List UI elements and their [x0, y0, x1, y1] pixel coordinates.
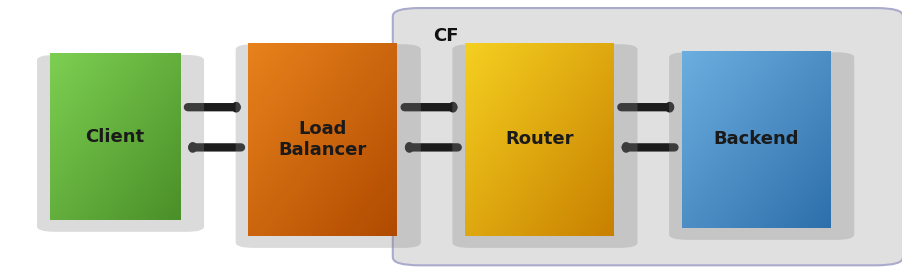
FancyBboxPatch shape: [452, 44, 637, 248]
FancyBboxPatch shape: [392, 8, 902, 265]
Text: Backend: Backend: [713, 130, 798, 148]
Text: CF: CF: [433, 27, 458, 45]
Text: Client: Client: [86, 128, 144, 146]
FancyBboxPatch shape: [37, 55, 204, 232]
Text: Router: Router: [505, 130, 573, 148]
FancyBboxPatch shape: [668, 52, 853, 240]
Text: Load
Balancer: Load Balancer: [279, 120, 366, 159]
FancyBboxPatch shape: [235, 44, 420, 248]
